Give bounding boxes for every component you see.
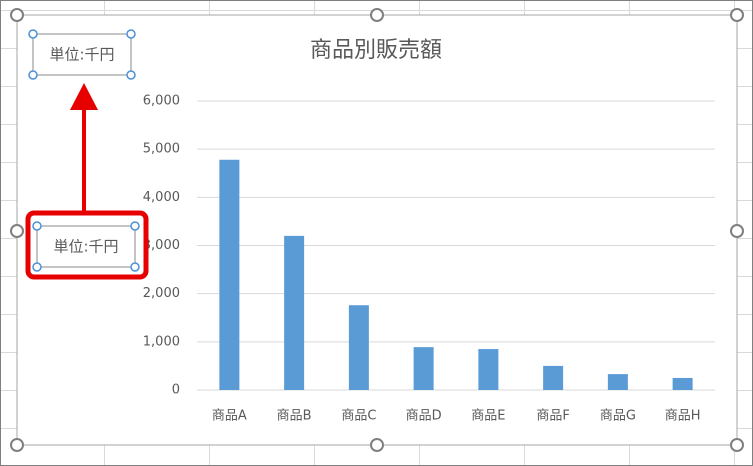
y-tick-label: 3,000 <box>143 238 180 253</box>
x-tick-label: 商品H <box>665 409 701 424</box>
y-tick-label: 2,000 <box>143 286 180 301</box>
bar <box>348 305 369 390</box>
unit-label: 単位:千円 <box>49 46 114 64</box>
chart-title: 商品別販売額 <box>310 38 442 63</box>
x-tick-label: 商品C <box>341 409 376 424</box>
unit-label-box[interactable] <box>32 33 132 76</box>
x-tick-label: 商品F <box>536 409 569 424</box>
x-tick-label: 商品D <box>406 409 442 424</box>
plot-area: 0 1,000 2,000 3,000 4,000 5,000 6,000 商品A 商品B 商品C… <box>143 94 715 424</box>
highlight-box <box>25 210 149 280</box>
x-tick-label: 商品A <box>212 409 247 424</box>
y-tick-label: 6,000 <box>143 94 180 109</box>
bar <box>413 347 434 390</box>
unit-label-original: 単位:千円 <box>53 238 118 256</box>
bar <box>543 365 564 390</box>
y-tick-label: 0 <box>172 383 180 398</box>
bar <box>478 349 499 390</box>
chart-handles <box>10 8 744 452</box>
selection-handles-original <box>32 221 140 272</box>
bar <box>672 377 693 390</box>
x-tick-label: 商品E <box>471 409 505 424</box>
arrow-head <box>70 83 98 110</box>
bar <box>284 235 305 390</box>
selection-handles <box>28 29 136 80</box>
unit-label-box-original <box>36 225 136 268</box>
bar <box>607 374 628 390</box>
y-tick-label: 4,000 <box>143 190 180 205</box>
x-tick-label: 商品G <box>600 409 636 424</box>
y-tick-label: 5,000 <box>143 142 180 157</box>
x-tick-label: 商品B <box>277 409 312 424</box>
bar <box>219 159 240 390</box>
y-tick-label: 1,000 <box>143 334 180 349</box>
